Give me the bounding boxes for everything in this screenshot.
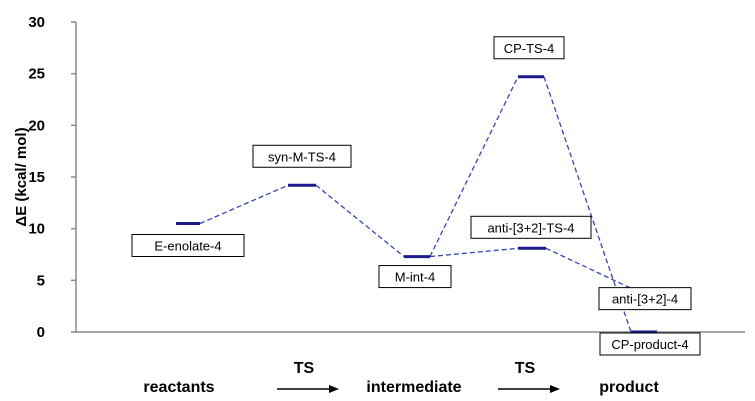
y-axis-title: ΔE (kcal/ mol) bbox=[13, 127, 30, 226]
arrow-2 bbox=[498, 385, 560, 393]
x-label-intermediate: intermediate bbox=[366, 379, 461, 396]
label-box-E-enolate-4: E-enolate-4 bbox=[131, 234, 245, 257]
label-text-E-enolate-4: E-enolate-4 bbox=[154, 239, 221, 254]
x-label-ts-1: TS bbox=[294, 360, 315, 377]
energy-levels bbox=[176, 75, 658, 334]
y-tick-label-5: 5 bbox=[37, 272, 45, 289]
label-box-syn-M-TS-4: syn-M-TS-4 bbox=[252, 144, 352, 168]
label-text-M-int-4: M-int-4 bbox=[395, 270, 435, 285]
label-box-anti-32-TS-4: anti-[3+2]-TS-4 bbox=[470, 215, 592, 239]
connector-syn-M-TS-4-to-M-int-4 bbox=[315, 184, 405, 258]
label-text-anti-32-4: anti-[3+2]-4 bbox=[612, 292, 678, 307]
arrow-1 bbox=[277, 385, 339, 393]
connector-anti-32-TS-4-to-anti-32-4 bbox=[545, 247, 635, 291]
label-text-anti-32-TS-4: anti-[3+2]-TS-4 bbox=[487, 220, 574, 235]
label-text-CP-product-4: CP-product-4 bbox=[611, 337, 688, 352]
y-tick-label-30: 30 bbox=[28, 14, 45, 31]
x-label-ts-2: TS bbox=[515, 360, 536, 377]
label-box-M-int-4: M-int-4 bbox=[378, 265, 452, 289]
y-tick-label-20: 20 bbox=[28, 117, 45, 134]
y-tick-label-0: 0 bbox=[37, 324, 45, 341]
y-tick-label-15: 15 bbox=[28, 169, 45, 186]
connector-E-enolate-4-to-syn-M-TS-4 bbox=[199, 184, 289, 225]
y-tick-label-25: 25 bbox=[28, 66, 45, 83]
level-labels: E-enolate-4 syn-M-TS-4 M-int-4 CP-TS-4 anti-… bbox=[131, 36, 701, 356]
x-label-reactants: reactants bbox=[143, 379, 214, 396]
y-ticks: 0 5 10 15 20 25 30 bbox=[28, 14, 76, 341]
connector-M-int-4-to-anti-32-TS-4 bbox=[429, 247, 519, 258]
label-text-CP-TS-4: CP-TS-4 bbox=[504, 41, 555, 56]
connector-M-int-4-to-CP-TS-4 bbox=[429, 76, 519, 257]
label-text-syn-M-TS-4: syn-M-TS-4 bbox=[268, 149, 336, 164]
label-box-CP-product-4: CP-product-4 bbox=[599, 332, 701, 356]
x-label-product: product bbox=[599, 379, 659, 396]
label-box-anti-32-4: anti-[3+2]-4 bbox=[598, 287, 692, 311]
connectors bbox=[199, 76, 635, 333]
y-tick-label-10: 10 bbox=[28, 221, 45, 238]
label-box-CP-TS-4: CP-TS-4 bbox=[493, 36, 565, 60]
